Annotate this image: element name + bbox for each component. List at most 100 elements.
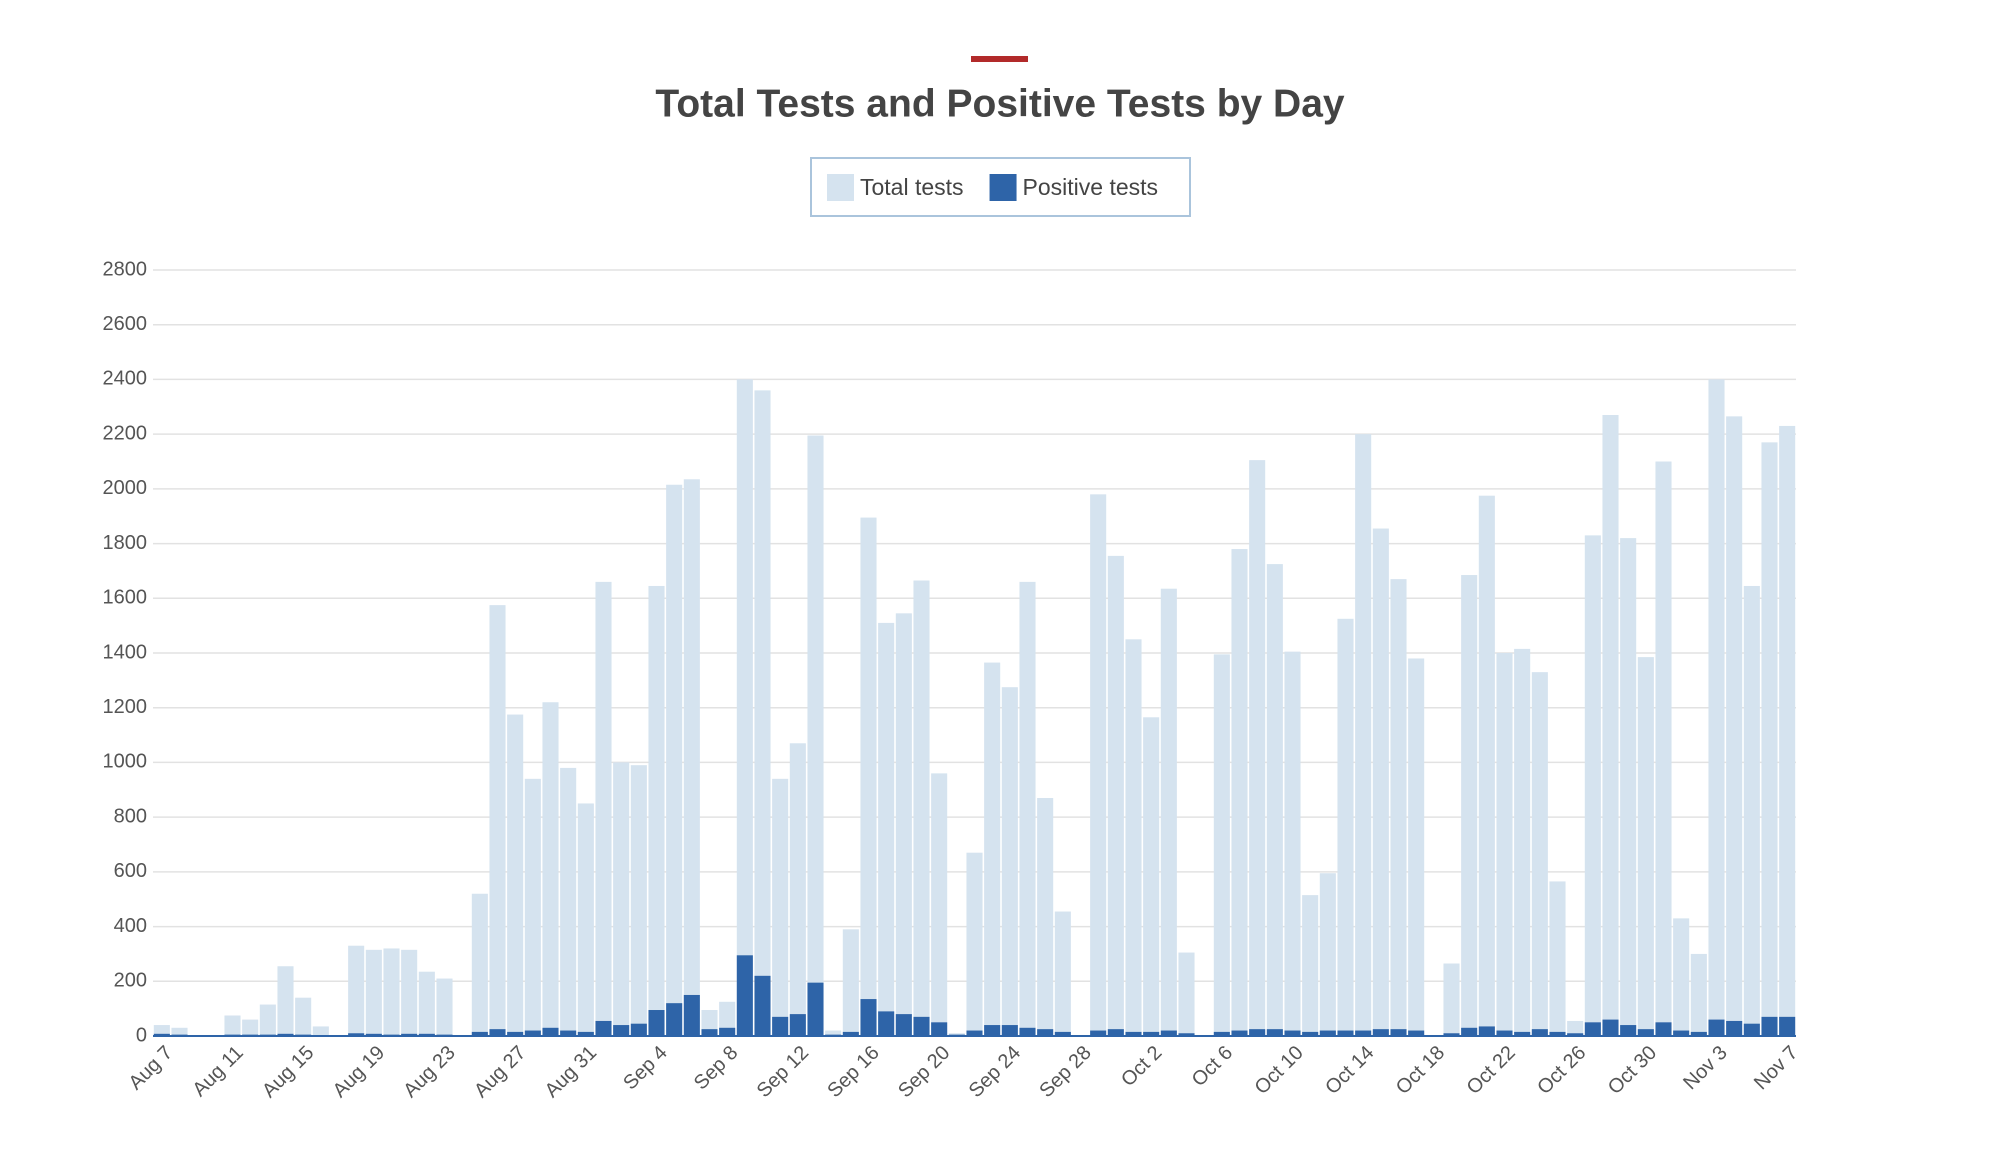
bar (1708, 379, 1725, 1036)
bar (595, 1020, 612, 1036)
legend-label: Positive tests (1023, 174, 1159, 200)
bar (524, 1030, 541, 1036)
bar (789, 743, 806, 1036)
bar (365, 1033, 382, 1036)
bar (1531, 1029, 1548, 1036)
bar (242, 1019, 259, 1036)
x-tick-label: Aug 27 (470, 1042, 530, 1102)
bar (383, 948, 400, 1036)
bar (1337, 618, 1354, 1036)
bar (860, 999, 877, 1036)
bar (1090, 494, 1107, 1036)
bar (1107, 1029, 1124, 1036)
y-tick-label: 1600 (103, 587, 148, 609)
bar (701, 1029, 718, 1036)
bar (1408, 658, 1425, 1036)
bar (842, 929, 859, 1036)
bar (312, 1026, 329, 1036)
bar (895, 1014, 912, 1036)
bar (1567, 1033, 1584, 1036)
x-tick-label: Aug 31 (541, 1042, 601, 1102)
bar (913, 580, 930, 1036)
bar (1125, 639, 1142, 1036)
x-tick-label: Aug 19 (329, 1042, 389, 1102)
bar (560, 767, 577, 1036)
bar (648, 1010, 665, 1036)
bar (1143, 1031, 1160, 1036)
bar (1302, 895, 1319, 1036)
bar (1266, 564, 1283, 1036)
bar (683, 994, 700, 1036)
bar (931, 773, 948, 1036)
bar (1355, 434, 1372, 1037)
bar (542, 702, 559, 1036)
bar (471, 893, 488, 1036)
bar (436, 978, 453, 1036)
bar (1213, 1031, 1230, 1036)
y-tick-label: 2600 (103, 313, 148, 335)
bar (401, 1033, 418, 1036)
bar (789, 1014, 806, 1036)
bar (931, 1022, 948, 1036)
y-tick-label: 1200 (103, 696, 148, 718)
bar (984, 1025, 1001, 1036)
x-tick-label: Aug 15 (258, 1042, 318, 1102)
y-tick-label: 600 (114, 860, 147, 882)
bar (1690, 1031, 1707, 1036)
y-tick-label: 2200 (103, 422, 148, 444)
bar (666, 484, 683, 1037)
bar (259, 1004, 276, 1036)
bar (719, 1001, 736, 1036)
bar (1390, 1029, 1407, 1036)
bar (524, 778, 541, 1036)
bar (1602, 1019, 1619, 1036)
y-tick-label: 1000 (103, 751, 148, 773)
x-tick-label: Oct 14 (1321, 1042, 1378, 1099)
bar (1584, 535, 1601, 1036)
bar (613, 762, 630, 1036)
accent-bar (971, 56, 1028, 62)
legend-label: Total tests (860, 174, 964, 200)
bar (966, 852, 983, 1036)
bar (1143, 717, 1160, 1036)
bar (1443, 963, 1460, 1036)
bar (1620, 1025, 1637, 1036)
bar (1761, 442, 1778, 1037)
bar (1637, 1029, 1654, 1036)
x-tick-label: Oct 26 (1533, 1042, 1590, 1099)
bar (736, 955, 753, 1036)
x-tick-label: Nov 3 (1679, 1042, 1732, 1095)
x-tick-label: Oct 6 (1188, 1042, 1237, 1091)
y-tick-label: 200 (114, 970, 147, 992)
bar (1390, 579, 1407, 1036)
bar (1037, 797, 1054, 1036)
bar (1319, 1030, 1336, 1036)
bar (1408, 1030, 1425, 1036)
bar (418, 1033, 435, 1036)
bar (1160, 1030, 1177, 1036)
bar (772, 778, 789, 1036)
bar (736, 379, 753, 1036)
x-tick-label: Sep 20 (894, 1042, 954, 1102)
bar (1620, 538, 1637, 1036)
bar (666, 1003, 683, 1036)
bar (1726, 416, 1743, 1036)
bar (348, 945, 365, 1036)
bar (1478, 495, 1495, 1037)
bar (878, 622, 895, 1036)
bar (542, 1027, 559, 1036)
bar (1602, 414, 1619, 1036)
bar (1019, 581, 1036, 1036)
bar (1567, 1020, 1584, 1036)
bar (1231, 549, 1248, 1036)
bar (966, 1030, 983, 1036)
bar (1655, 461, 1672, 1036)
legend-swatch (989, 174, 1017, 201)
y-tick-label: 1400 (103, 641, 148, 663)
y-tick-label: 1800 (103, 532, 148, 554)
bar (153, 1025, 170, 1036)
bar (1708, 1019, 1725, 1036)
bar (1178, 1033, 1195, 1036)
bar (1461, 575, 1478, 1036)
